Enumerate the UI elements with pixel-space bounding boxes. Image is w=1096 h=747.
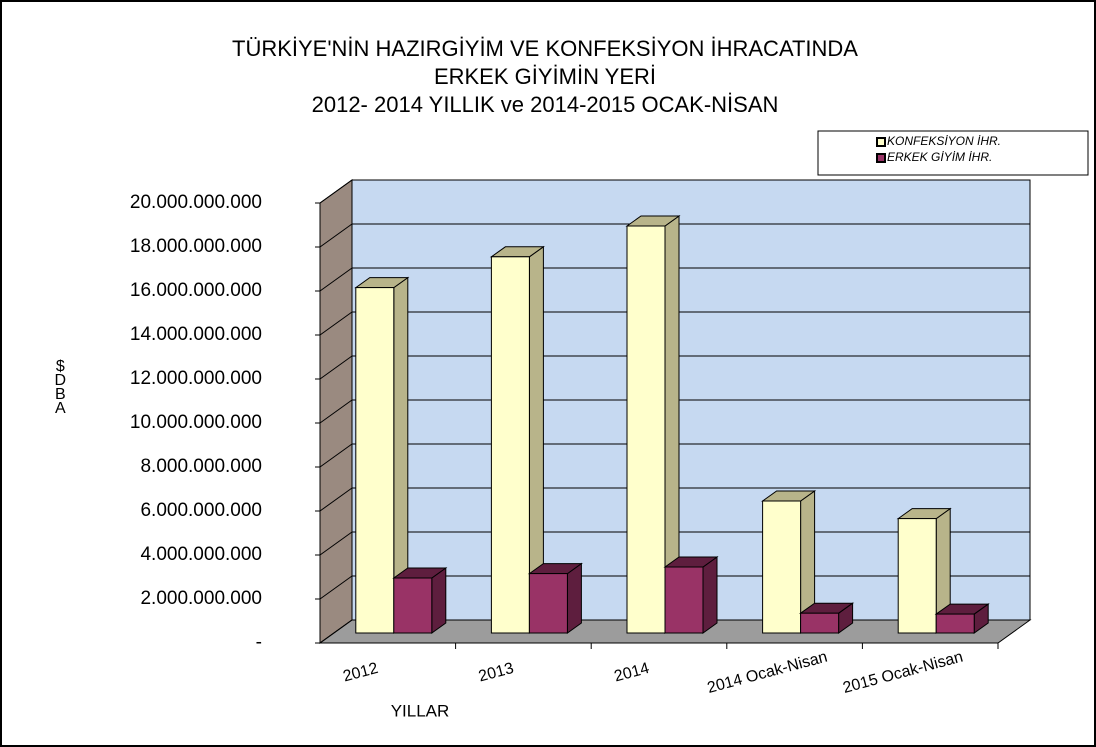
y-tick-label: 16.000.000.000 <box>130 280 262 301</box>
bar <box>626 225 666 634</box>
bar <box>528 573 568 634</box>
x-axis-label: YILLAR <box>391 701 450 720</box>
y-tick-label: 14.000.000.000 <box>130 324 262 345</box>
legend-swatch <box>876 153 886 163</box>
legend-swatch <box>876 137 886 147</box>
grid-line <box>319 311 353 336</box>
grid-line <box>319 179 353 204</box>
grid-line <box>319 487 353 512</box>
grid-line <box>319 619 353 644</box>
grid-line <box>319 531 353 556</box>
y-tick-label: 20.000.000.000 <box>130 192 262 213</box>
bar <box>664 566 704 634</box>
y-tick-label: 6.000.000.000 <box>140 500 262 521</box>
bar-side <box>702 556 718 634</box>
grid-line <box>319 223 353 248</box>
bar <box>935 613 975 634</box>
y-tick-label: 8.000.000.000 <box>140 456 262 477</box>
grid-line <box>319 399 353 424</box>
chart-subtitle: ERKEK GİYİMİN YERİ <box>434 64 656 89</box>
bar <box>762 500 802 634</box>
legend-box <box>817 130 1089 176</box>
y-tick-label: 12.000.000.000 <box>130 368 262 389</box>
bar-side <box>566 562 582 634</box>
bar <box>393 577 433 634</box>
bar <box>897 518 937 634</box>
bar <box>800 612 840 634</box>
bar <box>490 256 530 634</box>
chart-subtitle: 2012- 2014 YILLIK ve 2014-2015 OCAK-NİSA… <box>312 92 779 117</box>
grid-line <box>319 575 353 600</box>
y-axis-label: $DBA <box>52 358 69 414</box>
y-tick-label: 18.000.000.000 <box>130 236 262 257</box>
y-tick-label: 2.000.000.000 <box>140 588 262 609</box>
bar <box>355 287 395 634</box>
grid-line <box>319 267 353 292</box>
legend-label: KONFEKSİYON İHR. <box>887 134 1001 148</box>
y-tick-label: 4.000.000.000 <box>140 544 262 565</box>
grid-line <box>319 355 353 380</box>
bar-side <box>431 567 447 634</box>
grid-line <box>319 443 353 468</box>
y-tick-label: - <box>256 632 262 653</box>
legend-label: ERKEK GİYİM İHR. <box>887 150 992 164</box>
chart-title: TÜRKİYE'NİN HAZIRGİYİM VE KONFEKSİYON İH… <box>232 36 858 61</box>
y-tick-label: 10.000.000.000 <box>130 412 262 433</box>
